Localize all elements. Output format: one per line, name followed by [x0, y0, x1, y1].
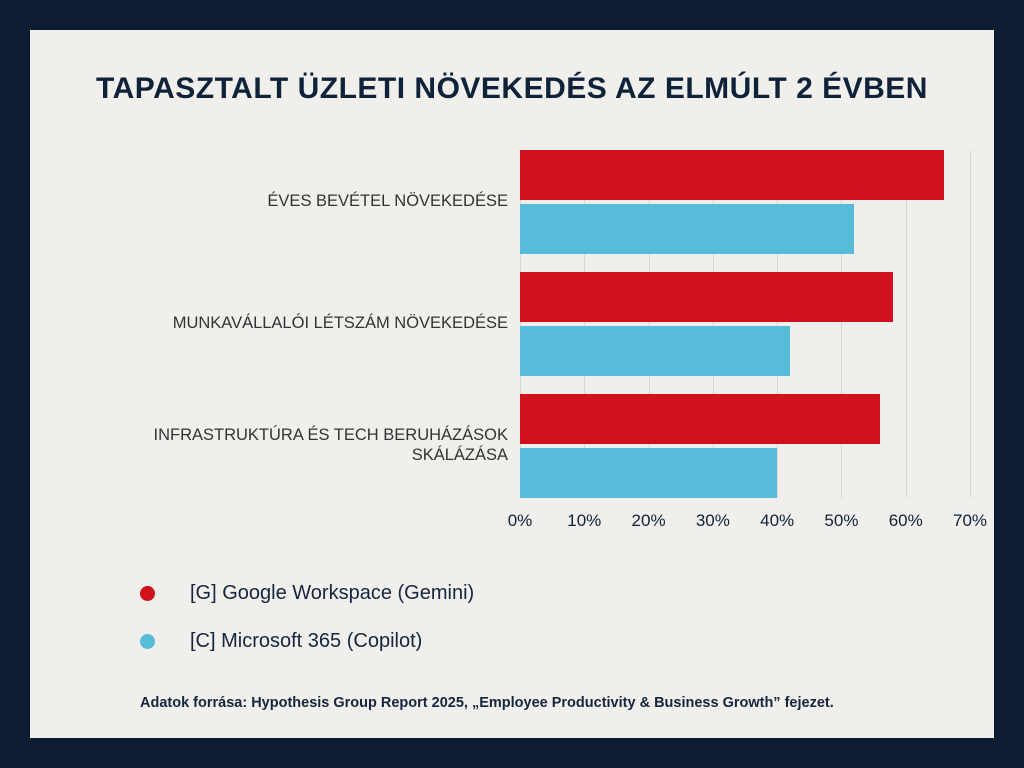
bar-gemini [520, 394, 880, 444]
bar-copilot [520, 326, 790, 376]
legend-label: [G] Google Workspace (Gemini) [190, 581, 475, 604]
source-footnote: Adatok forrása: Hypothesis Group Report … [140, 695, 834, 711]
bar-chart: ÉVES BEVÉTEL NÖVEKEDÉSE MUNKAVÁLLALÓI LÉT… [60, 150, 987, 537]
chart-card: TAPASZTALT ÜZLETI NÖVEKEDÉS AZ ELMÚLT 2 … [30, 30, 994, 738]
legend-item-copilot: [C] Microsoft 365 (Copilot) [140, 617, 994, 665]
chart-rows: ÉVES BEVÉTEL NÖVEKEDÉSE MUNKAVÁLLALÓI LÉT… [60, 150, 970, 498]
x-tick-label: 20% [631, 511, 666, 530]
legend: [G] Google Workspace (Gemini) [C] Microso… [140, 569, 994, 665]
chart-group: MUNKAVÁLLALÓI LÉTSZÁM NÖVEKEDÉSE [60, 272, 970, 376]
category-label: INFRASTRUKTÚRA ÉS TECH BERUHÁZÁSOK SKÁLÁ… [153, 426, 508, 464]
x-tick-label: 50% [824, 511, 859, 530]
bar-pair [520, 150, 970, 254]
bar-copilot [520, 204, 855, 254]
x-tick-label: 0% [507, 511, 533, 530]
category-label: MUNKAVÁLLALÓI LÉTSZÁM NÖVEKEDÉSE [172, 314, 508, 333]
bar-gemini [520, 272, 893, 322]
x-tick-label: 70% [952, 511, 988, 530]
bar-gemini [520, 150, 945, 200]
bar-copilot [520, 448, 778, 498]
legend-marker-icon [140, 633, 155, 649]
plot-area: ÉVES BEVÉTEL NÖVEKEDÉSE MUNKAVÁLLALÓI LÉT… [60, 150, 971, 498]
bar-pair [520, 272, 970, 376]
x-tick-label: 60% [888, 511, 923, 530]
x-tick-label: 40% [760, 511, 795, 530]
x-tick-label: 30% [695, 511, 730, 530]
legend-item-gemini: [G] Google Workspace (Gemini) [140, 569, 994, 617]
legend-marker-icon [140, 585, 155, 601]
chart-title: TAPASZTALT ÜZLETI NÖVEKEDÉS AZ ELMÚLT 2 … [96, 72, 928, 105]
x-axis: 0% 10% 20% 30% 40% 50% 60% 70% [508, 511, 987, 537]
category-label: ÉVES BEVÉTEL NÖVEKEDÉSE [267, 192, 508, 211]
bar-pair [520, 394, 970, 498]
chart-group: INFRASTRUKTÚRA ÉS TECH BERUHÁZÁSOK SKÁLÁ… [60, 394, 970, 498]
x-tick-label: 10% [567, 511, 602, 530]
gridline [970, 150, 971, 498]
legend-label: [C] Microsoft 365 (Copilot) [190, 629, 423, 652]
chart-group: ÉVES BEVÉTEL NÖVEKEDÉSE [60, 150, 970, 254]
